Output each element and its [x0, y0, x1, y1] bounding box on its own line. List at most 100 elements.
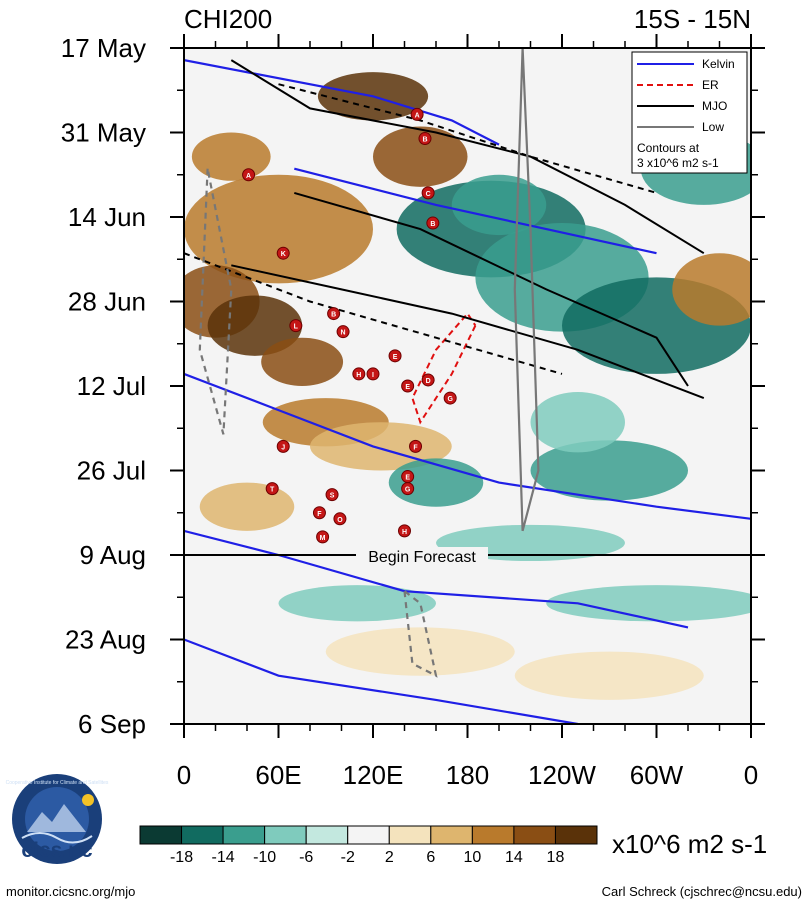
storm-marker-3: C: [421, 186, 435, 200]
storm-marker-17: E: [401, 470, 415, 484]
storm-marker-letter: T: [270, 487, 275, 494]
x-tick-label: 0: [744, 760, 758, 790]
storm-marker-symbol: [401, 482, 415, 496]
storm-marker-letter: F: [317, 511, 322, 518]
storm-marker-symbol: [410, 107, 424, 121]
y-tick-label: 26 Jul: [77, 456, 146, 486]
storm-marker-letter: O: [337, 517, 343, 524]
storm-marker-symbol: [443, 391, 457, 405]
storm-marker-11: I: [366, 367, 380, 381]
y-axis-tick-labels: 17 May 31 May 14 Jun 28 Jun 12 Jul 26 Jul 9 Au…: [61, 33, 146, 739]
shading-blob-15: [199, 482, 295, 531]
source-url: monitor.cicsnc.org/mjo: [6, 884, 136, 899]
forecast-start-label: Begin Forecast: [368, 549, 476, 566]
legend-note-line-2: 3 x10^6 m2 s-1: [637, 156, 719, 170]
er-contour-1: [411, 311, 477, 425]
storm-marker-symbol: [325, 488, 339, 502]
storm-marker-7: L: [289, 319, 303, 333]
storm-marker-letter: G: [447, 396, 453, 403]
legend-label: Low: [702, 120, 724, 134]
x-tick-label: 180: [446, 760, 489, 790]
storm-marker-20: S: [325, 488, 339, 502]
storm-marker-4: B: [426, 216, 440, 230]
storm-marker-symbol: [352, 367, 366, 381]
storm-marker-letter: B: [422, 137, 427, 144]
low-contour-3: [403, 590, 438, 678]
storm-marker-letter: E: [405, 475, 410, 482]
filter-contours: [184, 48, 751, 724]
logo-mountains: [27, 804, 86, 832]
kelvin-contour-3: [184, 372, 751, 520]
storm-marker-letter: A: [246, 173, 251, 180]
kelvin-contour-2: [294, 167, 657, 255]
kelvin-contour-1: [184, 59, 500, 146]
storm-marker-19: G: [401, 482, 415, 496]
shading-blob-13: [672, 253, 751, 326]
colorbar-swatch: [554, 825, 598, 845]
y-tick-label: 17 May: [61, 33, 146, 63]
storm-marker-symbol: [398, 524, 411, 538]
logo-waves: [21, 832, 93, 844]
colorbar-tick-label: -2: [341, 849, 355, 866]
storm-marker-symbol: [265, 482, 279, 496]
colorbar-swatch: [264, 825, 307, 845]
storm-marker-14: G: [443, 391, 457, 405]
storm-marker-symbol: [421, 186, 435, 200]
mjo-contour-3: [184, 252, 563, 375]
colorbar-swatch: [222, 825, 266, 845]
colorbar-tick-label: 2: [385, 849, 394, 866]
y-tick-label: 23 Aug: [65, 625, 146, 655]
shading-blob-1: [373, 126, 468, 187]
colorbar-swatch: [305, 825, 349, 845]
storm-marker-symbol: [333, 512, 347, 526]
colorbar-swatch: [139, 825, 183, 845]
x-tick-label: 0: [177, 760, 191, 790]
x-tick-label: 120W: [528, 760, 596, 790]
y-tick-label: 12 Jul: [77, 371, 146, 401]
colorbar-swatch: [347, 825, 390, 845]
storm-marker-letter: N: [341, 330, 346, 337]
y-tick-label: 9 Aug: [79, 540, 146, 570]
storm-marker-1: B: [418, 132, 432, 146]
x-axis-tick-labels: 0 60E 120E 180 120W 60W 0: [177, 760, 758, 790]
storm-marker-13: E: [401, 379, 415, 393]
shading-blob-11: [388, 458, 484, 507]
legend-label: MJO: [702, 99, 727, 113]
y-tick-label: 6 Sep: [78, 709, 146, 739]
mjo-contour-1: [230, 59, 705, 255]
storm-marker-symbol: [312, 506, 326, 520]
storm-marker-10: H: [352, 367, 366, 381]
storm-marker-22: O: [333, 512, 347, 526]
storm-marker-symbol: [418, 132, 432, 146]
forecast-label-background: [356, 547, 488, 565]
storm-marker-21: F: [312, 506, 326, 520]
logo-sun: [82, 794, 94, 806]
chart-title-right: 15S - 15N: [634, 4, 751, 34]
storm-marker-24: M: [316, 530, 330, 544]
anomaly-shading: [184, 72, 751, 700]
storm-marker-letter: L: [294, 324, 299, 331]
storm-marker-letter: I: [372, 372, 374, 379]
storm-marker-8: N: [336, 325, 350, 339]
y-tick-label: 28 Jun: [68, 287, 146, 317]
colorbar-units: x10^6 m2 s-1: [612, 829, 767, 859]
storm-marker-letter: G: [405, 487, 411, 494]
colorbar-tick-label: -18: [170, 849, 193, 866]
colorbar-swatch: [513, 825, 556, 845]
y-tick-label: 31 May: [61, 118, 146, 148]
storm-marker-letter: B: [430, 221, 435, 228]
storm-marker-letter: C: [426, 191, 431, 198]
colorbar-tick-label: -6: [299, 849, 313, 866]
shading-blob-19: [325, 627, 515, 676]
colorbar: -18 -14 -10 -6 -2 2 6 10 14 18: [139, 825, 598, 866]
x-tick-label: 60E: [255, 760, 301, 790]
storm-marker-symbol: [242, 168, 256, 182]
storm-marker-letter: E: [393, 354, 398, 361]
legend-entry: Low: [637, 120, 724, 134]
storm-marker-6: B: [327, 307, 341, 321]
storm-marker-12: D: [421, 373, 435, 387]
storm-marker-letter: A: [415, 112, 420, 119]
colorbar-swatch: [471, 825, 515, 845]
storm-marker-18: T: [265, 482, 279, 496]
